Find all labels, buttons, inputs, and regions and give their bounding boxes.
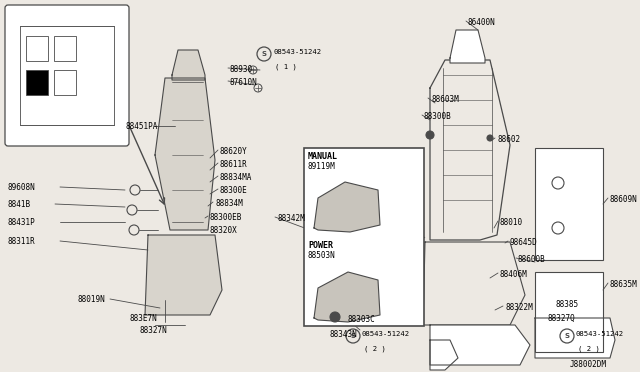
Bar [54, 70, 76, 95]
Polygon shape [430, 325, 530, 365]
Text: 08543-51242: 08543-51242 [273, 49, 321, 55]
Text: 88343N: 88343N [330, 330, 358, 339]
Polygon shape [172, 50, 205, 80]
Bar [54, 36, 76, 61]
Text: ( 2 ): ( 2 ) [364, 345, 386, 352]
Text: 88300B: 88300B [424, 112, 452, 121]
Text: 88451PA: 88451PA [126, 122, 158, 131]
Text: 88385: 88385 [555, 300, 578, 309]
Text: 88300EB: 88300EB [210, 213, 243, 222]
Text: ( 2 ): ( 2 ) [578, 345, 600, 352]
Text: 88327N: 88327N [140, 326, 168, 335]
Text: 88930: 88930 [230, 65, 253, 74]
Text: 88503N: 88503N [308, 251, 336, 260]
Text: 88300E: 88300E [220, 186, 248, 195]
Polygon shape [314, 272, 380, 322]
Text: 89119M: 89119M [308, 162, 336, 171]
Text: POWER: POWER [308, 241, 333, 250]
Bar [535, 148, 603, 260]
Text: 88620Y: 88620Y [220, 147, 248, 156]
Polygon shape [430, 340, 458, 370]
Text: 87610N: 87610N [230, 78, 258, 87]
Circle shape [330, 312, 340, 322]
Text: 88010: 88010 [500, 218, 523, 227]
Polygon shape [535, 318, 615, 358]
Text: S: S [351, 333, 355, 339]
Text: 88431P: 88431P [8, 218, 36, 227]
Text: 88611R: 88611R [220, 160, 248, 169]
Text: 08543-51242: 08543-51242 [576, 331, 624, 337]
Polygon shape [450, 30, 485, 63]
Bar [26, 70, 48, 95]
Text: 88311R: 88311R [8, 237, 36, 246]
Bar [535, 272, 603, 352]
Text: ( 1 ): ( 1 ) [275, 63, 297, 70]
Bar [304, 148, 424, 326]
Text: 89608N: 89608N [8, 183, 36, 192]
Text: 88602: 88602 [497, 135, 520, 144]
Circle shape [426, 131, 434, 139]
FancyBboxPatch shape [5, 5, 129, 146]
Text: 88609N: 88609N [610, 195, 637, 204]
Text: 88600B: 88600B [518, 255, 546, 264]
Text: J88002DM: J88002DM [570, 360, 607, 369]
Text: 88834M: 88834M [215, 199, 243, 208]
Text: S: S [262, 51, 266, 57]
Text: 08543-51242: 08543-51242 [362, 331, 410, 337]
Text: 88327Q: 88327Q [548, 314, 576, 323]
Text: 88406M: 88406M [500, 270, 528, 279]
Bar [26, 36, 48, 61]
Text: 88320X: 88320X [210, 226, 237, 235]
Text: 88834MA: 88834MA [220, 173, 252, 182]
Text: 88322M: 88322M [505, 303, 532, 312]
Text: S: S [564, 333, 570, 339]
Text: 98645D: 98645D [510, 238, 538, 247]
Text: 88303C: 88303C [348, 315, 376, 324]
Polygon shape [155, 78, 215, 230]
Polygon shape [314, 182, 380, 232]
Polygon shape [145, 235, 222, 315]
Bar [20, 26, 114, 125]
Text: 88635M: 88635M [610, 280, 637, 289]
Text: 883E7N: 883E7N [130, 314, 157, 323]
Text: 88342M: 88342M [277, 214, 305, 223]
Circle shape [487, 135, 493, 141]
Text: 88603M: 88603M [432, 95, 460, 104]
Text: 86400N: 86400N [468, 18, 496, 27]
Text: 8841B: 8841B [8, 200, 31, 209]
Text: MANUAL: MANUAL [308, 152, 338, 161]
Text: 88019N: 88019N [78, 295, 106, 304]
